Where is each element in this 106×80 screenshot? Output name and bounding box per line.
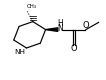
Text: NH: NH: [14, 49, 25, 55]
Text: H: H: [58, 19, 63, 28]
Text: CH₃: CH₃: [27, 4, 37, 9]
Polygon shape: [46, 28, 58, 31]
Text: O: O: [82, 21, 89, 30]
Text: N: N: [58, 24, 63, 33]
Text: O: O: [70, 44, 77, 53]
